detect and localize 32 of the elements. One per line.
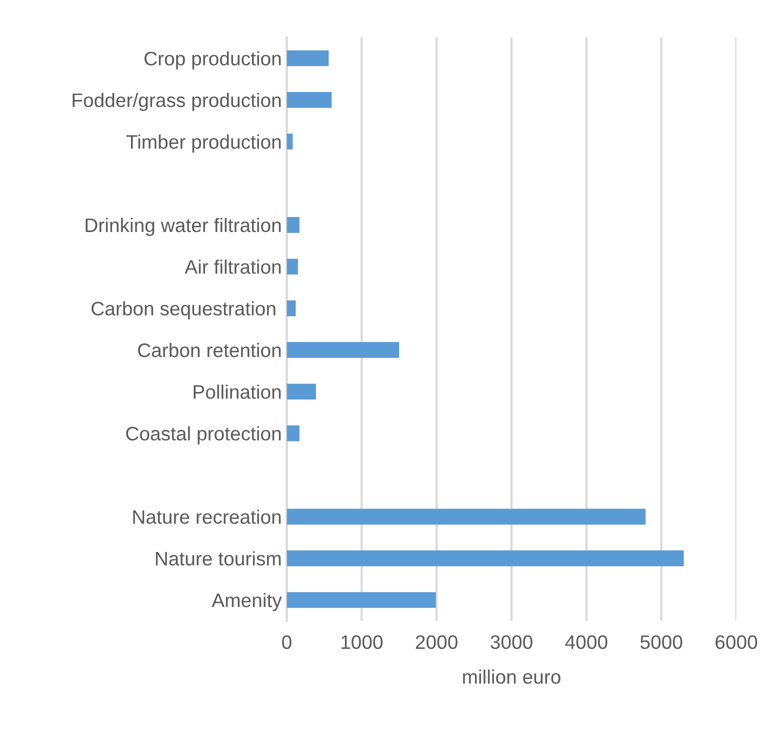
bar <box>286 384 316 400</box>
y-tick-label: Carbon sequestration <box>92 301 276 320</box>
y-tick-label: Coastal protection <box>126 426 281 444</box>
x-tick-label: 1000 <box>342 635 383 650</box>
bar <box>286 342 400 358</box>
x-tick-label: 0 <box>282 635 292 650</box>
bar <box>286 592 436 608</box>
x-tick-label: 6000 <box>716 635 758 650</box>
bar <box>286 425 300 442</box>
x-tick-label: 4000 <box>565 635 608 650</box>
y-tick-label: Pollination <box>194 384 281 399</box>
bar <box>286 258 298 275</box>
y-tick-label: Carbon retention <box>138 342 281 358</box>
y-tick-label: Nature recreation <box>133 510 281 524</box>
x-tick-label: 2000 <box>416 635 458 650</box>
bar <box>286 50 329 66</box>
bar <box>286 134 293 150</box>
y-tick-label: Fodder/grass production <box>72 92 281 111</box>
y-tick-label: Air filtration <box>184 260 281 274</box>
y-tick-label: Nature tourism <box>156 551 281 566</box>
bar <box>286 550 684 566</box>
y-tick-label: Amenity <box>212 592 282 612</box>
y-tick-label: Timber production <box>126 134 281 153</box>
bar <box>286 508 646 525</box>
x-tick-label: 5000 <box>640 635 682 650</box>
bar <box>286 217 300 233</box>
y-tick-label: Drinking water filtration <box>86 218 281 236</box>
bar <box>286 92 332 108</box>
x-axis-title: million euro <box>463 670 560 684</box>
x-tick-label: 3000 <box>490 635 532 650</box>
bar <box>286 300 296 316</box>
y-tick-label: Crop production <box>144 51 281 70</box>
